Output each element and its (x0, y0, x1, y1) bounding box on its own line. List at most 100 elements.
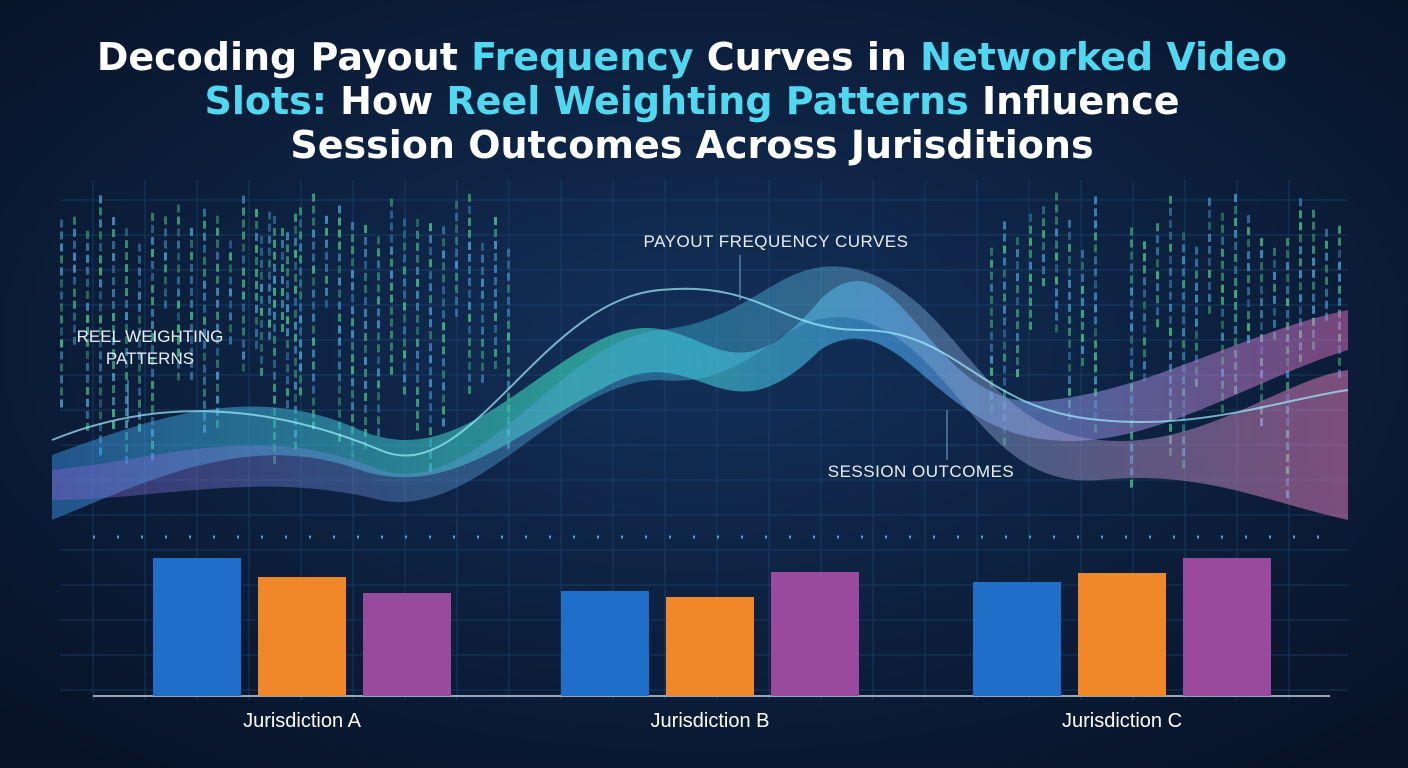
decor-glyph (1182, 232, 1185, 241)
decor-glyph (299, 303, 302, 312)
decor-glyph (507, 296, 510, 305)
decor-glyph (312, 253, 315, 262)
decor-glyph (1130, 371, 1133, 380)
decor-glyph (468, 337, 471, 346)
decor-glyph (1195, 354, 1198, 363)
decor-glyph (138, 267, 141, 276)
decor-glyph (1094, 364, 1097, 373)
decor-glyph (190, 335, 193, 344)
decor-glyph (260, 259, 263, 268)
decor-glyph (190, 299, 193, 308)
decor-glyph (164, 240, 167, 249)
decor-glyph (338, 361, 341, 370)
decor-glyph (1247, 251, 1250, 260)
decor-glyph (1325, 240, 1328, 249)
decor-glyph (1081, 261, 1084, 270)
decor-glyph (268, 271, 271, 280)
decor-glyph (351, 282, 354, 291)
decor-glyph (190, 311, 193, 320)
decor-glyph (177, 252, 180, 261)
decor-glyph (1195, 294, 1198, 303)
decor-glyph (1221, 284, 1224, 293)
decor-glyph (390, 222, 393, 231)
decor-glyph (429, 247, 432, 256)
decor-glyph (229, 300, 232, 309)
decor-glyph (281, 311, 284, 320)
annotation: REEL WEIGHTING PATTERNS (76, 327, 224, 368)
decor-glyph (507, 308, 510, 317)
decor-glyph (1094, 220, 1097, 229)
decor-glyph (1130, 263, 1133, 272)
decor-glyph (403, 386, 406, 395)
decor-glyph (60, 303, 63, 312)
decor-glyph (138, 387, 141, 396)
decor-glyph (1208, 293, 1211, 302)
decor-glyph (1182, 280, 1185, 289)
decor-glyph (286, 400, 289, 409)
decor-glyph (1234, 313, 1237, 322)
decor-glyph (1273, 271, 1276, 280)
decor-glyph (151, 332, 154, 341)
decor-glyph (1068, 267, 1071, 276)
decor-glyph (242, 327, 245, 336)
decor-glyph (1312, 257, 1315, 266)
decor-glyph (1016, 285, 1019, 294)
decor-glyph (468, 241, 471, 250)
decor-glyph (1094, 316, 1097, 325)
decor-glyph (1003, 377, 1006, 386)
decor-glyph (1143, 361, 1146, 370)
decor-glyph (403, 362, 406, 371)
decor-glyph (1273, 295, 1276, 304)
decor-glyph (1169, 195, 1172, 204)
decor-glyph (1338, 357, 1341, 366)
decor-glyph (1055, 288, 1058, 297)
decor-glyph (416, 422, 419, 431)
decor-glyph (216, 311, 219, 320)
decor-glyph (1068, 375, 1071, 384)
decor-glyph (203, 220, 206, 229)
decor-glyph (442, 334, 445, 343)
decor-glyph (429, 271, 432, 280)
decor-glyph (1312, 233, 1315, 242)
decor-glyph (390, 234, 393, 243)
decor-glyph (151, 320, 154, 329)
decor-glyph (138, 243, 141, 252)
decor-glyph (60, 291, 63, 300)
decor-glyph (216, 395, 219, 404)
decor-glyph (177, 264, 180, 273)
decor-glyph (86, 254, 89, 263)
decor-glyph (86, 290, 89, 299)
decor-glyph (1299, 234, 1302, 243)
decor-glyph (242, 363, 245, 372)
decor-glyph (429, 403, 432, 412)
decor-glyph (99, 195, 102, 204)
decor-glyph (494, 252, 497, 261)
decor-glyph (60, 351, 63, 360)
decor-glyph (442, 286, 445, 295)
decor-glyph (390, 354, 393, 363)
decor-glyph (1094, 304, 1097, 313)
decor-glyph (1221, 248, 1224, 257)
decor-glyph (351, 318, 354, 327)
decor-glyph (99, 387, 102, 396)
decor-glyph (229, 240, 232, 249)
decor-glyph (1094, 244, 1097, 253)
decor-glyph (377, 332, 380, 341)
decor-glyph (1338, 261, 1341, 270)
decor-glyph (273, 359, 276, 368)
decor-glyph (1221, 236, 1224, 245)
decor-glyph (442, 310, 445, 319)
decor-glyph (312, 349, 315, 358)
decor-glyph (1055, 228, 1058, 237)
decor-glyph (416, 398, 419, 407)
decor-glyph (294, 333, 297, 342)
decor-glyph (390, 258, 393, 267)
decor-glyph (364, 344, 367, 353)
decor-glyph (990, 343, 993, 352)
decor-glyph (177, 348, 180, 357)
decor-glyph (377, 248, 380, 257)
decor-glyph (203, 316, 206, 325)
decor-glyph (1208, 197, 1211, 206)
decor-glyph (429, 259, 432, 268)
decor-glyph (60, 267, 63, 276)
